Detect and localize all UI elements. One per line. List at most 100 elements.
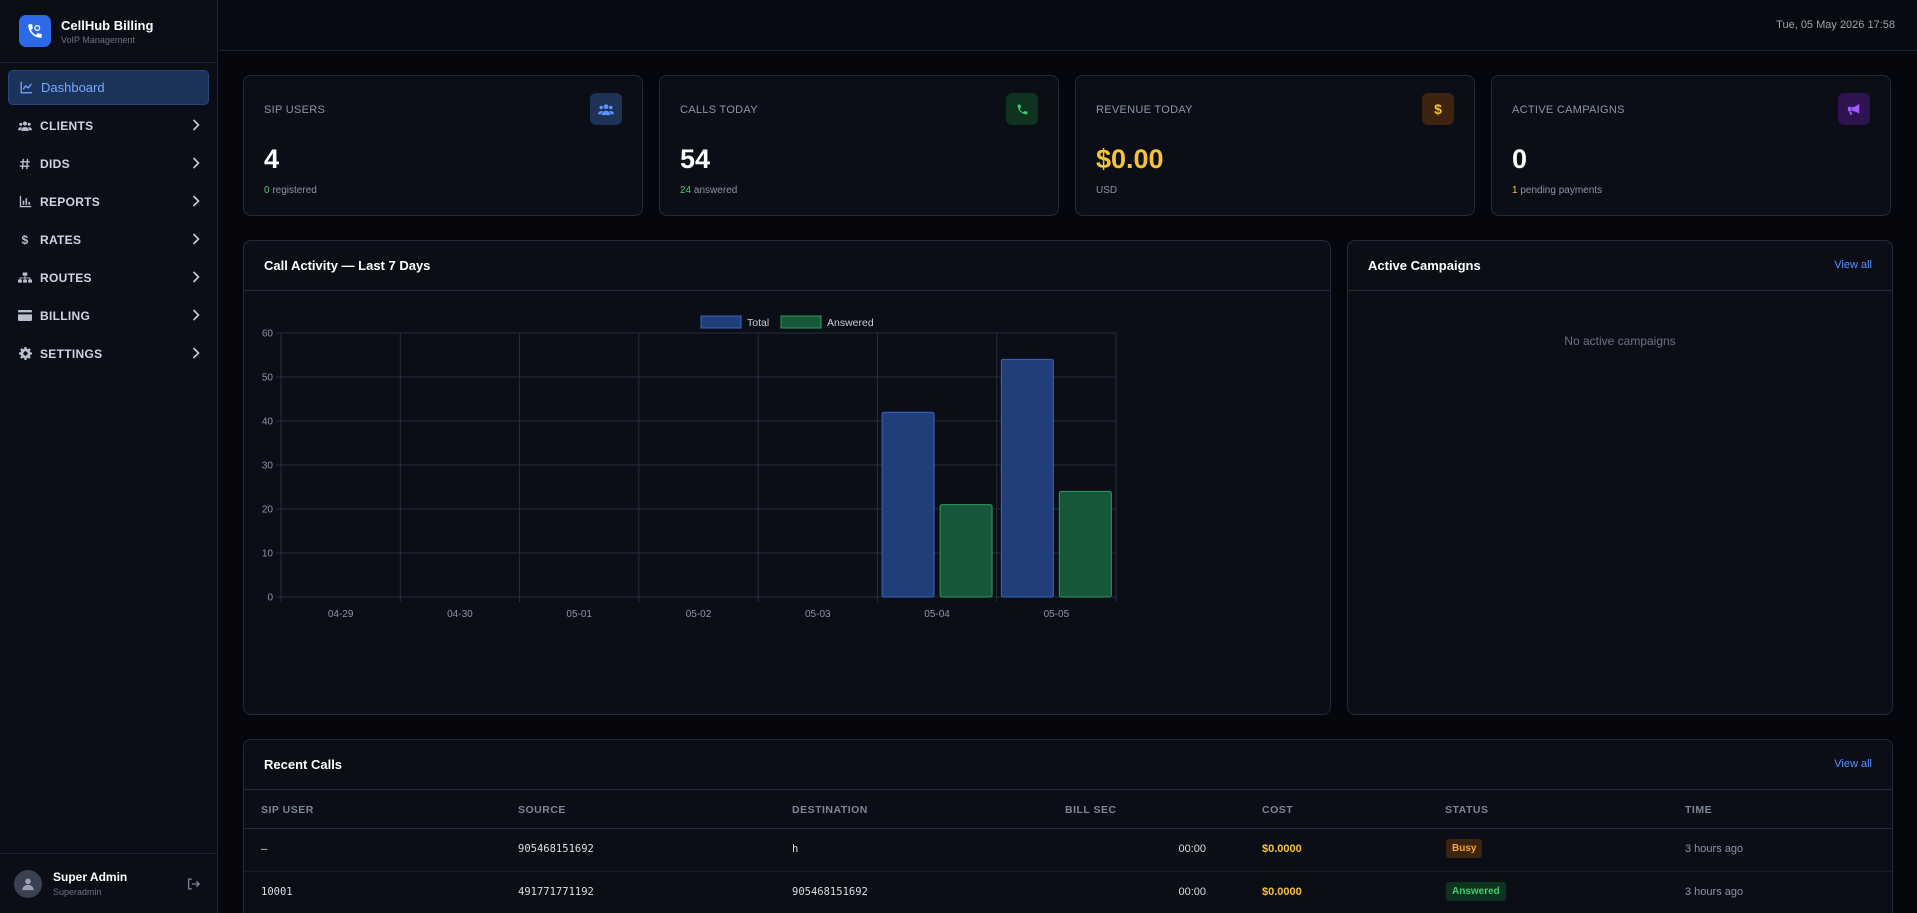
x-tick-label: 05-01 [566,609,592,620]
divider [244,290,1330,291]
phone-logo-icon [19,15,51,47]
legend-label: Answered [827,317,874,329]
stat-card-sip-users: SIP USERS 4 0 registered [243,75,643,216]
cell-bill-sec: 00:00 [1178,886,1206,898]
y-tick-label: 10 [262,549,274,560]
brand-subtitle: VoIP Management [61,34,135,45]
stat-subtext: 0 registered [264,185,317,196]
column-header-status[interactable]: STATUS [1445,804,1489,816]
bar-answered [939,504,993,598]
sidebar-item-label: DIDS [40,156,70,171]
sidebar-item-billing[interactable]: BILLING [8,298,209,333]
users-icon [17,118,33,134]
user-profile: Super Admin Superadmin [0,853,218,913]
column-header-cost[interactable]: COST [1262,804,1294,816]
user-role: Superadmin [53,887,102,897]
credit-card-icon [17,308,33,324]
panel-title: Call Activity — Last 7 Days [264,258,431,273]
x-tick-label: 04-29 [328,609,354,620]
view-all-campaigns-link[interactable]: View all [1834,259,1872,271]
top-bar: Tue, 05 May 2026 17:58 [219,0,1917,51]
chevron-right-icon [192,157,200,172]
chevron-right-icon [192,271,200,286]
sidebar-item-label: REPORTS [40,194,101,209]
stat-subtext: 24 answered [680,185,738,196]
stat-subtext: USD [1096,185,1118,196]
y-tick-label: 0 [267,593,273,604]
dollar-icon: $ [1422,93,1454,125]
y-tick-label: 50 [262,373,274,384]
cell-time: 3 hours ago [1685,843,1744,855]
stat-card-revenue-today: REVENUE TODAY $ $0.00 USD [1075,75,1475,216]
cell-cost: $0.0000 [1262,886,1302,898]
status-badge: Busy [1446,839,1483,858]
legend-swatch-answered [780,315,822,329]
chevron-right-icon [192,233,200,248]
bar-chart-icon [17,194,33,210]
sidebar: CellHub Billing VoIP Management Dashboar… [0,0,218,913]
x-tick-label: 05-03 [805,609,831,620]
call-activity-panel: Call Activity — Last 7 Days 0 10 20 30 40 50 6… [243,240,1331,715]
cell-time: 3 hours ago [1685,886,1744,898]
gear-icon [17,346,33,362]
stat-label: CALLS TODAY [680,104,758,116]
bar-answered [1058,490,1112,598]
panel-title: Active Campaigns [1368,258,1481,273]
sidebar-item-label: CLIENTS [40,118,94,133]
stat-value: 54 [680,144,711,174]
divider [244,789,1892,790]
sidebar-nav: Dashboard CLIENTS DIDS REPORTS $ RATES [0,63,217,381]
recent-calls-panel: Recent Calls View all SIP USER SOURCE DE… [243,739,1893,913]
column-header-sip-user[interactable]: SIP USER [261,804,314,816]
cell-cost: $0.0000 [1262,843,1302,855]
cell-destination: 905468151692 [792,886,868,898]
hash-icon [17,156,33,172]
avatar[interactable] [14,869,42,898]
dollar-icon: $ [21,232,29,247]
y-tick-label: 30 [262,461,274,472]
x-tick-label: 05-04 [924,609,950,620]
sitemap-icon [17,270,33,286]
column-header-bill-sec[interactable]: BILL SEC [1065,804,1117,816]
panel-title: Recent Calls [264,757,343,772]
cell-source: 905468151692 [518,843,594,855]
user-name: Super Admin [53,870,128,884]
cell-bill-sec: 00:00 [1178,843,1206,855]
logout-icon[interactable] [187,877,201,895]
stat-label: ACTIVE CAMPAIGNS [1512,104,1625,116]
brand-title: CellHub Billing [61,17,154,33]
y-tick-label: 60 [262,329,274,340]
chevron-right-icon [192,309,200,324]
stat-card-active-campaigns: ACTIVE CAMPAIGNS 0 1 pending payments [1491,75,1891,216]
divider [1348,290,1892,291]
table-row[interactable]: — 905468151692 h 00:00 $0.0000 Busy 3 ho… [244,829,1892,872]
legend-swatch-total [700,315,742,329]
x-tick-label: 05-02 [686,609,712,620]
column-header-destination[interactable]: DESTINATION [792,804,868,816]
sidebar-item-dashboard[interactable]: Dashboard [8,70,209,105]
chevron-right-icon [192,195,200,210]
sidebar-item-settings[interactable]: SETTINGS [8,336,209,371]
sidebar-item-label: ROUTES [40,270,92,285]
table-row[interactable]: 10001 491771771192 905468151692 00:00 $0… [244,872,1892,913]
sidebar-item-label: RATES [40,232,82,247]
column-header-source[interactable]: SOURCE [518,804,566,816]
empty-state-message: No active campaigns [1564,334,1676,348]
sidebar-item-rates[interactable]: $ RATES [8,222,209,257]
sidebar-item-routes[interactable]: ROUTES [8,260,209,295]
stat-value: 0 [1512,144,1528,174]
stat-value: 4 [264,144,280,174]
sidebar-item-label: Dashboard [41,80,105,95]
sidebar-item-clients[interactable]: CLIENTS [8,108,209,143]
phone-icon [1006,93,1038,125]
legend-label: Total [747,317,769,329]
column-header-time[interactable]: TIME [1685,804,1713,816]
bar-total [1000,358,1054,598]
stat-label: SIP USERS [264,104,326,116]
users-icon [590,93,622,125]
status-badge: Answered [1446,882,1506,901]
table-header: SIP USER SOURCE DESTINATION BILL SEC COS… [244,790,1892,829]
view-all-calls-link[interactable]: View all [1834,758,1872,770]
sidebar-item-dids[interactable]: DIDS [8,146,209,181]
sidebar-item-reports[interactable]: REPORTS [8,184,209,219]
